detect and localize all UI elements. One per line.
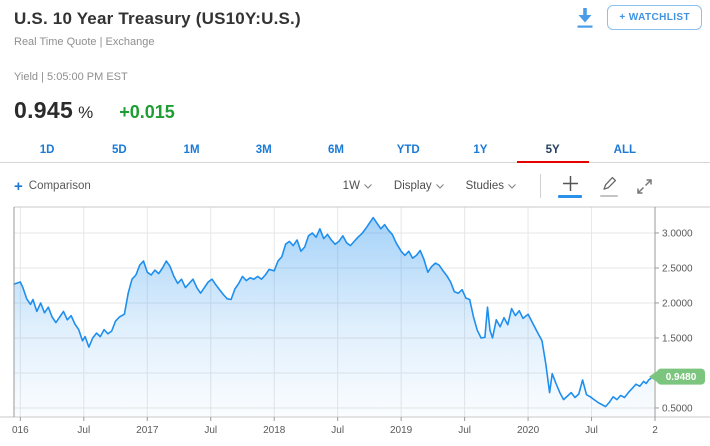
tab-1d[interactable]: 1D	[11, 142, 83, 163]
quote-meta: Yield | 5:05:00 PM EST	[14, 71, 128, 83]
pencil-icon	[602, 176, 616, 190]
tab-1m[interactable]: 1M	[155, 142, 227, 163]
tab-all[interactable]: ALL	[589, 142, 661, 163]
crosshair-tool-button[interactable]	[553, 175, 587, 198]
interval-label: 1W	[342, 180, 360, 192]
chart-svg: 3.0000 2.5000 2.0000 1.5000 0.5000 016 Jul 2017…	[0, 206, 710, 436]
tab-ytd[interactable]: YTD	[372, 142, 444, 163]
last-price-label: 0.9480	[666, 372, 697, 383]
page-title: U.S. 10 Year Treasury (US10Y:U.S.)	[14, 9, 301, 28]
price-unit: %	[78, 103, 94, 122]
quote-source: Real Time Quote | Exchange	[14, 36, 155, 48]
x-tick-label: 2020	[517, 425, 540, 436]
download-icon	[577, 7, 593, 28]
tab-5d[interactable]: 5D	[83, 142, 155, 163]
display-dropdown[interactable]: Display	[394, 180, 444, 192]
x-tick-label: 016	[12, 425, 29, 436]
active-tool-underline	[558, 194, 582, 198]
plus-icon: +	[14, 177, 23, 195]
y-tick-label: 1.5000	[662, 333, 693, 344]
y-tick-label: 3.0000	[662, 228, 693, 239]
x-tick-label: 2018	[263, 425, 286, 436]
price-row: 0.945 % +0.015	[14, 97, 175, 124]
header-actions: + WATCHLIST	[573, 5, 702, 30]
x-tick-label: Jul	[458, 425, 471, 436]
expand-chart-button[interactable]	[631, 178, 658, 195]
display-label: Display	[393, 180, 432, 192]
expand-icon	[637, 178, 652, 194]
tab-1y[interactable]: 1Y	[444, 142, 516, 163]
chevron-down-icon	[508, 183, 516, 189]
tab-6m[interactable]: 6M	[300, 142, 372, 163]
crosshair-icon	[562, 175, 578, 191]
tab-3m[interactable]: 3M	[228, 142, 300, 163]
chevron-down-icon	[435, 183, 444, 189]
studies-dropdown[interactable]: Studies	[466, 180, 516, 192]
x-tick-label: Jul	[77, 425, 90, 436]
download-button[interactable]	[573, 6, 597, 30]
y-tick-label: 0.5000	[662, 403, 693, 414]
tab-5y[interactable]: 5Y	[516, 142, 589, 163]
price-value: 0.945	[14, 97, 74, 123]
x-tick-label: 2	[652, 425, 658, 436]
last-price-badge	[657, 368, 705, 385]
interval-dropdown[interactable]: 1W	[343, 180, 372, 192]
price-line	[13, 216, 655, 408]
comparison-label: Comparison	[28, 180, 91, 192]
area-fill	[14, 217, 654, 417]
chart-toolbar: + Comparison 1W Display Studies	[0, 170, 710, 202]
watchlist-button[interactable]: + WATCHLIST	[607, 5, 702, 30]
comparison-button[interactable]: + Comparison	[14, 179, 91, 194]
x-tick-label: Jul	[585, 425, 598, 436]
tool-underline	[600, 195, 618, 197]
x-tick-label: Jul	[331, 425, 344, 436]
x-tick-label: Jul	[204, 425, 217, 436]
range-tabs: 1D 5D 1M 3M 6M YTD 1Y 5Y ALL	[0, 142, 710, 163]
toolbar-divider	[540, 174, 541, 198]
price-chart[interactable]: 3.0000 2.5000 2.0000 1.5000 0.5000 016 Jul 2017…	[0, 206, 710, 446]
y-tick-label: 2.5000	[662, 263, 693, 274]
chevron-down-icon	[363, 183, 372, 189]
y-tick-label: 2.0000	[662, 298, 693, 309]
toolbar-right: 1W Display Studies	[343, 174, 658, 198]
x-tick-label: 2019	[390, 425, 413, 436]
price-change: +0.015	[119, 102, 175, 122]
x-tick-label: 2017	[136, 425, 159, 436]
studies-label: Studies	[465, 180, 504, 192]
last-price-pointer	[649, 370, 658, 383]
draw-tool-button[interactable]	[595, 175, 623, 197]
